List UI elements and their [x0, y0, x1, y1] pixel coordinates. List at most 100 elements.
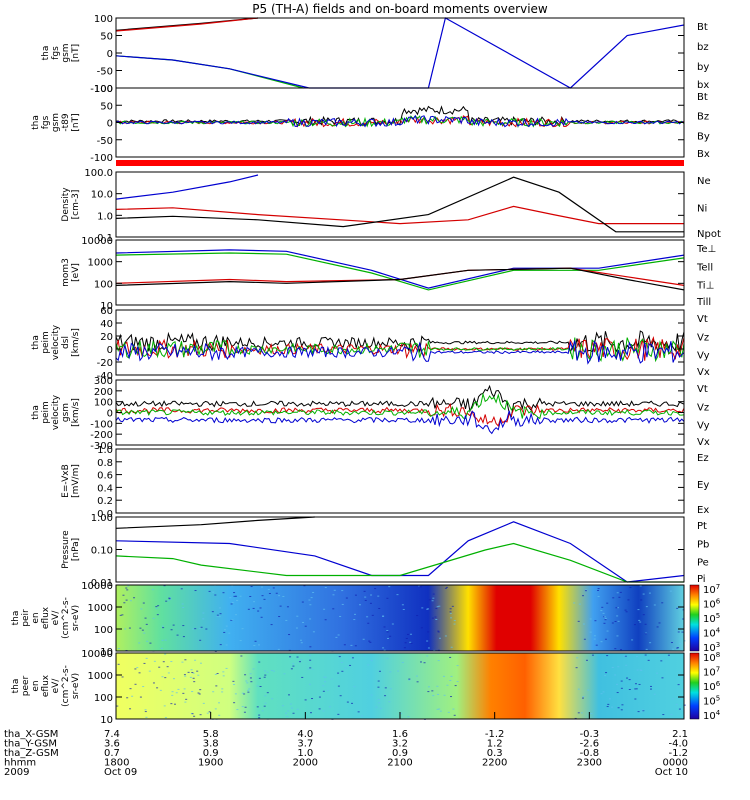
spectrogram-speck: [221, 688, 224, 690]
series-bz: [116, 17, 259, 32]
spectrogram-speck: [144, 711, 147, 713]
colorbar-label: 104: [703, 627, 721, 640]
spectrogram-speck: [158, 666, 161, 668]
y-tick-label: 100: [94, 693, 113, 704]
spectrogram-speck: [171, 694, 174, 696]
spectrogram-speck: [419, 586, 422, 588]
spectrogram-speck: [300, 642, 303, 644]
spectrogram-speck: [676, 647, 679, 649]
spectrogram-speck: [354, 645, 357, 647]
spectrogram-speck: [670, 642, 673, 644]
spectrogram-speck: [678, 671, 681, 673]
spectrogram-speck: [250, 681, 253, 683]
spectrogram-speck: [404, 642, 407, 644]
spectrogram-speck: [162, 661, 165, 663]
spectrogram-speck: [309, 712, 312, 714]
spectrogram-speck: [389, 635, 392, 637]
y-tick-label: 0: [107, 345, 113, 356]
spectrogram-speck: [129, 688, 132, 690]
spectrogram-speck: [341, 590, 344, 592]
spectrogram-speck: [434, 616, 437, 618]
legend-entry: Pt: [697, 521, 707, 532]
spectrogram-speck: [249, 595, 252, 597]
spectrogram-speck: [296, 615, 299, 617]
spectrogram-speck: [236, 600, 239, 602]
spectrogram-speck: [623, 655, 626, 657]
spectrogram-speck: [337, 634, 340, 636]
legend-entry: By: [697, 131, 710, 142]
spectrogram-speck: [263, 670, 266, 672]
spectrogram-speck: [152, 617, 155, 619]
spectrogram-speck: [437, 693, 440, 695]
spectrogram-speck: [218, 714, 221, 716]
y-axis-label: tha: [31, 115, 41, 130]
spectrogram-speck: [658, 622, 661, 624]
spectrogram-speck: [672, 648, 675, 650]
spectrogram-speck: [121, 676, 124, 678]
spectrogram-speck: [682, 681, 685, 683]
spectrogram-speck: [258, 677, 261, 679]
series-Ni: [116, 176, 684, 233]
y-axis-label: en: [31, 680, 41, 691]
spectrogram-speck: [296, 708, 299, 710]
x-axis-value: 7.4: [104, 729, 120, 740]
y-tick-label: 10000: [81, 581, 113, 592]
spectrogram-speck: [603, 616, 606, 618]
legend-entry: Ey: [697, 480, 709, 491]
spectrogram-speck: [228, 632, 231, 634]
spectrogram-speck: [225, 667, 228, 669]
spectrogram-speck: [358, 604, 361, 606]
y-axis-label: velocity: [51, 394, 61, 430]
spectrogram-speck: [170, 661, 173, 663]
spectrogram-speck: [628, 689, 631, 691]
spectrogram-speck: [222, 592, 225, 594]
spectrogram-speck: [656, 626, 659, 628]
spectrogram-speck: [446, 684, 449, 686]
y-axis-label: peir: [21, 609, 31, 627]
spectrogram-speck: [602, 691, 605, 693]
spectrogram-speck: [173, 703, 176, 705]
spectrogram-speck: [233, 683, 236, 685]
legend-entry: bz: [697, 42, 709, 53]
spectrogram-speck: [400, 712, 403, 714]
quality-flag-bar: [116, 160, 684, 166]
spectrogram-speck: [452, 708, 455, 710]
spectrogram-speck: [377, 698, 380, 700]
spectrogram-speck: [653, 604, 656, 606]
spectrogram-speck: [676, 607, 679, 609]
spectrogram-speck: [323, 676, 326, 678]
spectrogram-speck: [214, 673, 217, 675]
spectrogram-speck: [662, 714, 665, 716]
spectrogram-speck: [368, 640, 371, 642]
spectrogram-speck: [601, 606, 604, 608]
y-axis-label: eflux: [41, 606, 51, 629]
y-tick-label: 0.8: [97, 458, 113, 469]
spectrogram-speck: [337, 685, 340, 687]
y-tick-label: 100.0: [84, 168, 113, 179]
spectrogram-speck: [253, 645, 256, 647]
spectrogram-speck: [427, 686, 430, 688]
spectrogram-speck: [582, 623, 585, 625]
spectrogram-speck: [283, 673, 286, 675]
spectrogram-speck: [638, 619, 641, 621]
spectrogram-speck: [326, 690, 329, 692]
spectrogram-speck: [382, 615, 385, 617]
spectrogram-speck: [206, 712, 209, 714]
spectrogram-speck: [285, 712, 288, 714]
spectrogram-speck: [287, 710, 290, 712]
spectrogram-speck: [640, 599, 643, 601]
y-tick-label: 100: [94, 625, 113, 636]
spectrogram-speck: [312, 591, 315, 593]
spectrogram-speck: [194, 628, 197, 630]
x-axis-row-label: tha_Y-GSM: [4, 739, 57, 750]
spectrogram-speck: [638, 683, 641, 685]
spectrogram-speck: [223, 631, 226, 633]
y-tick-label: 200: [94, 387, 113, 398]
spectrogram-speck: [272, 587, 275, 589]
y-axis-label: tha: [11, 679, 21, 694]
panel-1: Bt bz by bx 100 50 0 -50 -100 tha fgs gsm [nT]: [41, 14, 709, 95]
y-tick-label: 1000: [88, 258, 113, 269]
spectrogram-speck: [216, 615, 219, 617]
spectrogram-speck: [229, 597, 232, 599]
